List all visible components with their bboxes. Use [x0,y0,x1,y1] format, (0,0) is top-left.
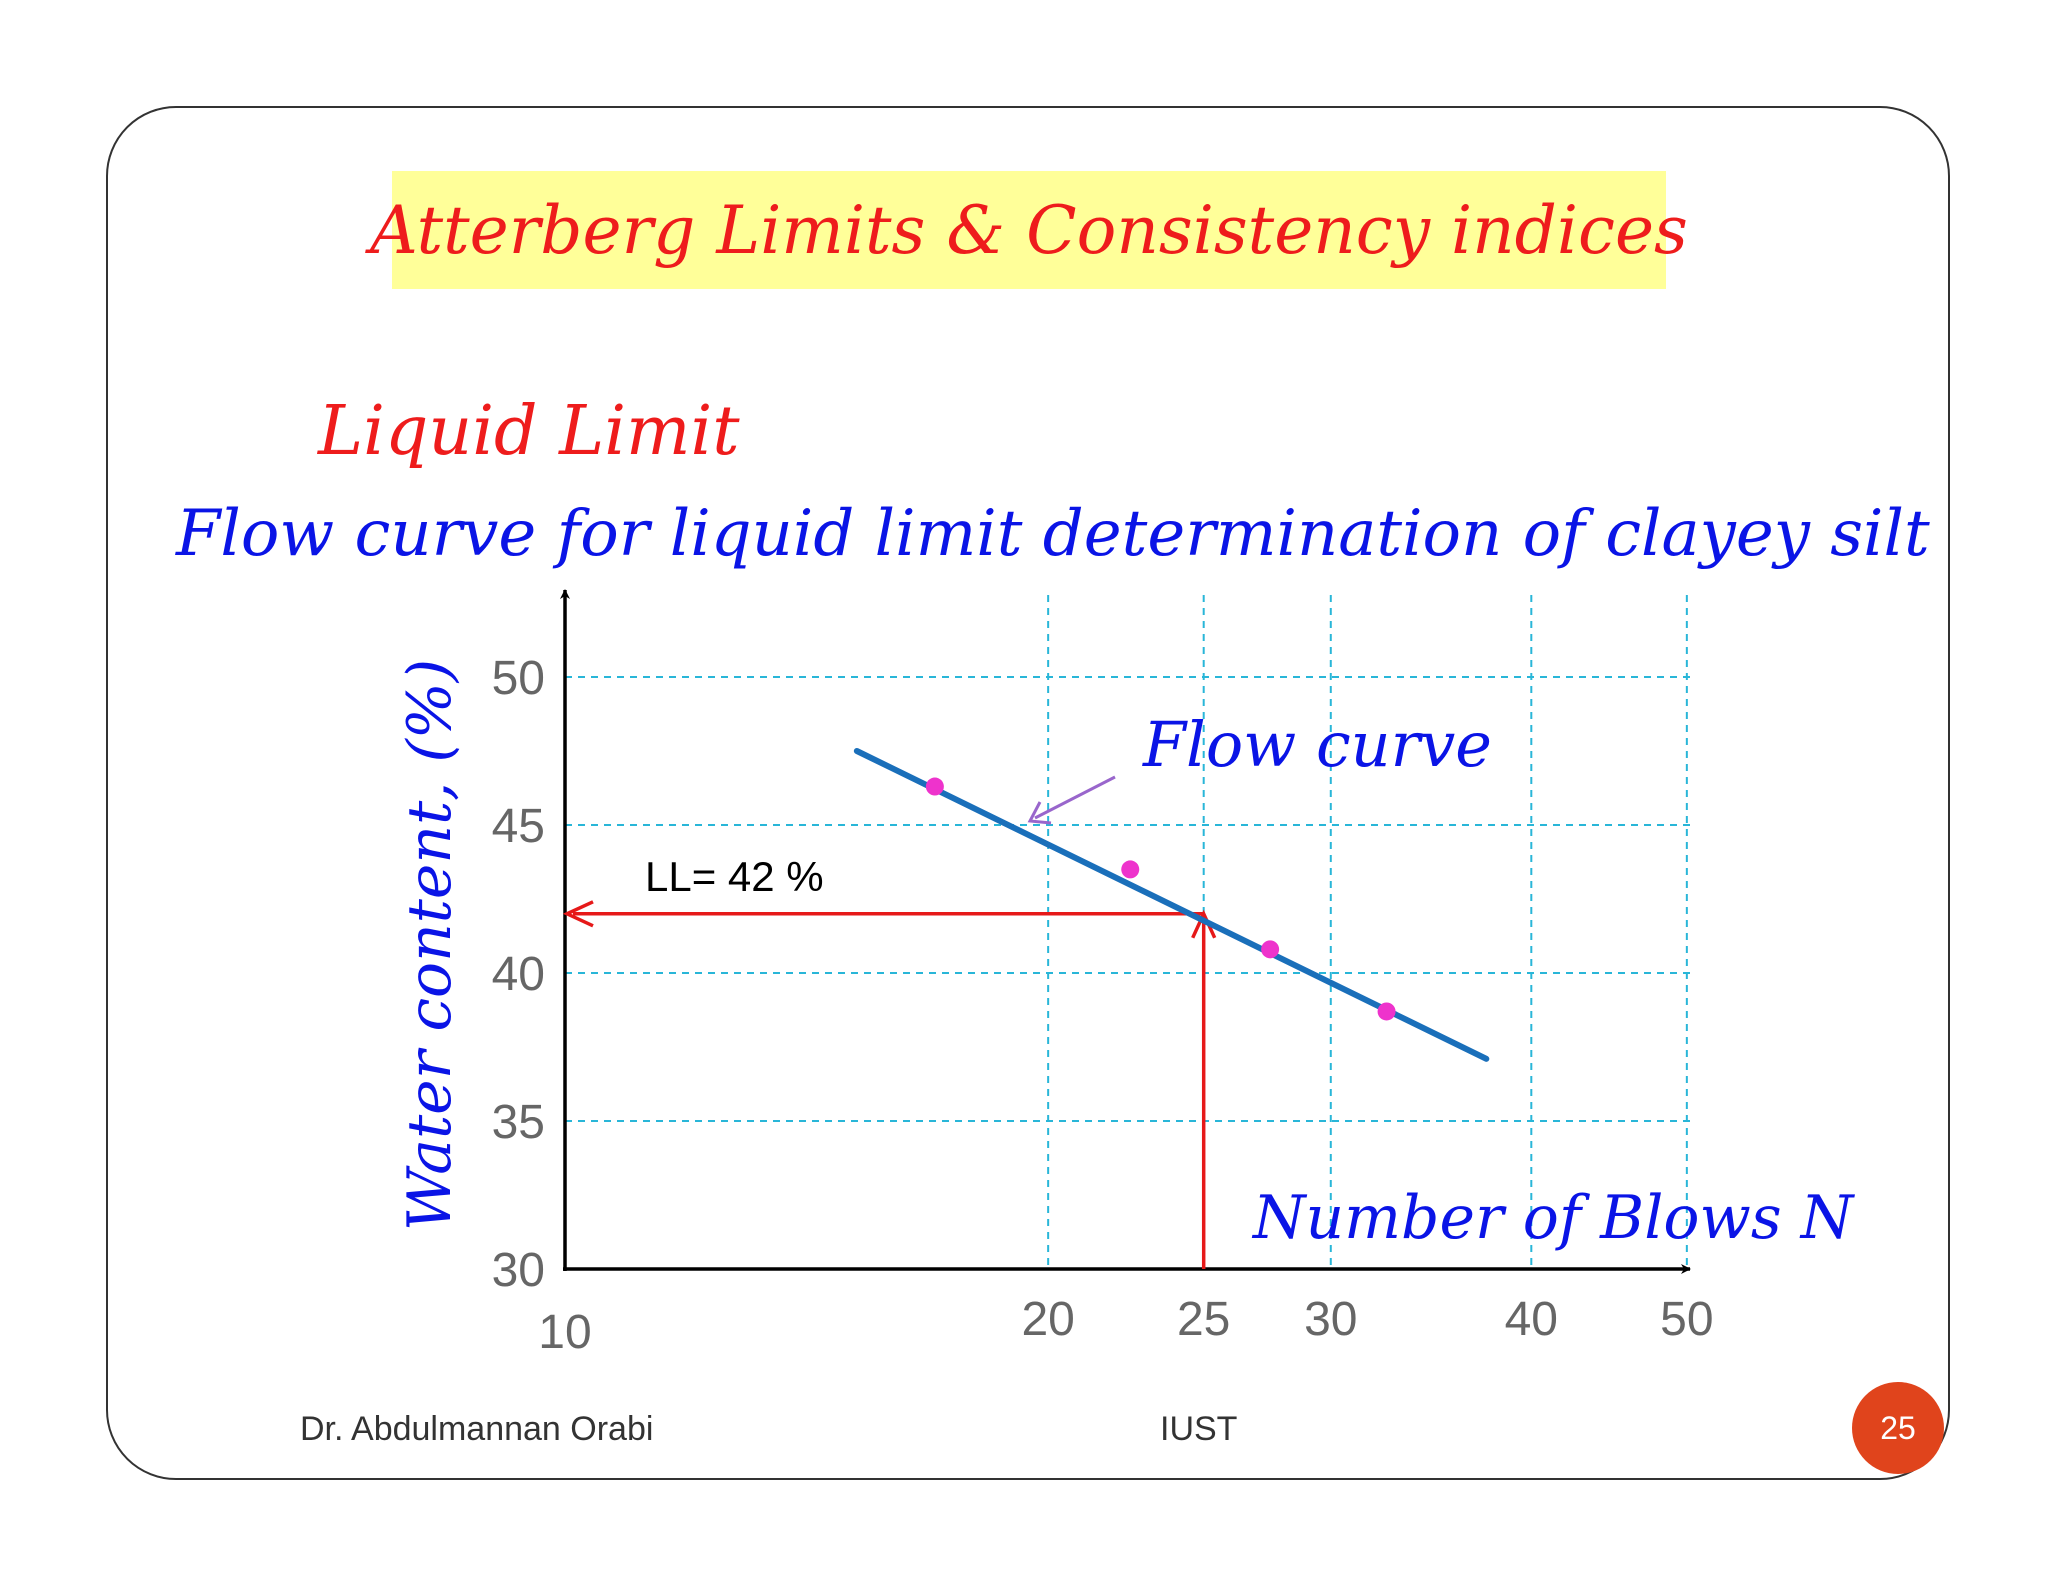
page-number-badge: 25 [1852,1382,1944,1474]
slide-title: Atterberg Limits & Consistency indices [370,191,1688,269]
y-tick-label: 50 [492,652,545,705]
grid-lines [565,595,1695,1269]
ll-annotation: LL= 42 % [645,853,824,900]
data-point [1261,940,1280,959]
y-tick-label: 40 [492,948,545,1001]
y-tick-label: 45 [492,800,545,853]
x-tick-label: 40 [1505,1293,1558,1346]
liquid-limit-arrows [562,900,1217,1269]
data-points [925,777,1396,1021]
y-axis-title: Water content, (%) [395,659,465,1231]
data-point [1377,1002,1396,1021]
horizontal-ll-arrowhead [562,900,594,928]
x-tick-label: 30 [1304,1293,1357,1346]
flow-curve-pointer-line [1034,775,1116,820]
chart-title: Flow curve for liquid limit determinatio… [176,497,1930,571]
x-tick-label: 25 [1177,1293,1230,1346]
x-tick-label: 10 [538,1306,591,1359]
title-banner: Atterberg Limits & Consistency indices [370,171,1688,289]
x-tick-label: 50 [1660,1293,1713,1346]
axes [560,589,1691,1274]
section-heading: Liquid Limit [318,392,740,471]
slide-frame [106,106,1950,1480]
footer-author: Dr. Abdulmannan Orabi [300,1410,654,1448]
data-point [1121,860,1140,879]
tick-labels: 30 35 40 45 50 10 20 25 30 40 50 Water content, (%)… [395,652,1856,1359]
flow-curve-annotation: Flow curve [1142,708,1492,781]
y-tick-label: 30 [492,1244,545,1297]
annotations: LL= 42 % Flow curve [645,708,1492,900]
footer-organization: IUST [1160,1410,1238,1448]
data-point [925,777,944,796]
y-tick-label: 35 [492,1096,545,1149]
x-tick-label: 20 [1021,1293,1074,1346]
flow-curve-pointer-arrowhead [1027,801,1052,825]
x-axis-title: Number of Blows N [1251,1183,1856,1253]
